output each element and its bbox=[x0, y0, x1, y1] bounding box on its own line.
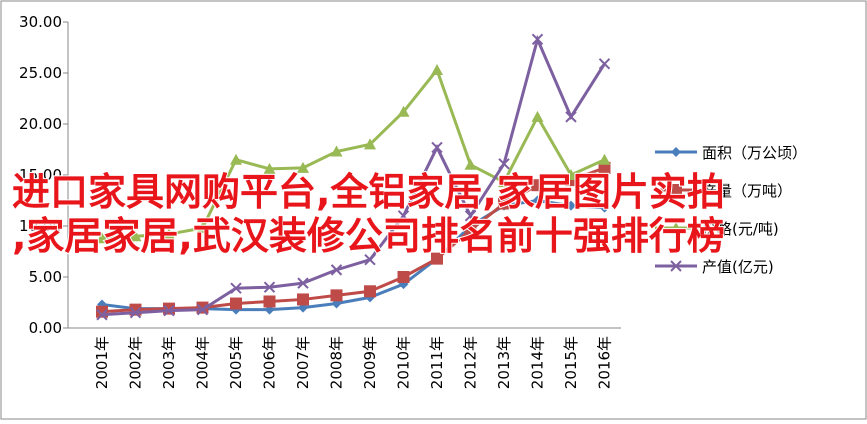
data-point bbox=[330, 289, 343, 302]
legend-label: 产值(亿元) bbox=[702, 258, 774, 276]
data-point bbox=[531, 110, 544, 122]
data-point bbox=[364, 253, 376, 266]
x-tick-label: 2014年 bbox=[529, 336, 547, 389]
data-point bbox=[129, 306, 142, 319]
y-tick-label: 25.00 bbox=[19, 64, 62, 82]
x-tick-label: 2006年 bbox=[261, 336, 279, 389]
y-tick-label: 20.00 bbox=[19, 115, 62, 133]
data-point bbox=[431, 63, 443, 75]
data-point bbox=[230, 153, 242, 165]
x-tick-label: 2013年 bbox=[495, 336, 513, 389]
x-tick-label: 2004年 bbox=[194, 336, 212, 389]
y-tick-label: 15.00 bbox=[19, 166, 62, 184]
series-line bbox=[101, 166, 606, 314]
legend-marker bbox=[671, 147, 681, 157]
data-point bbox=[263, 281, 276, 293]
overlay-text: 进口家具网购平台,全铝家居,家居图片实拍 bbox=[12, 170, 725, 214]
data-point bbox=[464, 158, 477, 170]
data-point bbox=[565, 111, 577, 123]
x-tick-label: 2011年 bbox=[428, 336, 446, 389]
data-point bbox=[431, 252, 443, 265]
data-point bbox=[598, 161, 611, 174]
data-point bbox=[531, 179, 544, 192]
data-point bbox=[297, 293, 309, 306]
data-point bbox=[330, 145, 343, 157]
data-point bbox=[464, 224, 477, 237]
x-tick-label: 2002年 bbox=[127, 336, 145, 389]
series-line bbox=[101, 34, 606, 317]
data-point bbox=[364, 138, 376, 150]
data-point bbox=[397, 210, 410, 222]
data-point bbox=[531, 33, 544, 46]
data-point bbox=[129, 230, 142, 242]
y-tick-label: 10.00 bbox=[19, 217, 62, 235]
data-point bbox=[263, 162, 276, 174]
x-tick-label: 2009年 bbox=[361, 336, 379, 389]
data-point bbox=[364, 285, 376, 298]
data-point bbox=[297, 161, 309, 173]
series-line bbox=[101, 66, 606, 240]
x-tick-label: 2012年 bbox=[462, 336, 480, 389]
data-point bbox=[498, 158, 510, 170]
data-point bbox=[163, 302, 175, 315]
y-tick-label: 5.00 bbox=[29, 268, 62, 286]
data-point bbox=[297, 277, 309, 289]
data-point bbox=[498, 176, 510, 188]
data-point bbox=[498, 197, 510, 210]
x-tick-label: 2005年 bbox=[227, 336, 245, 389]
data-point bbox=[96, 232, 108, 244]
data-point bbox=[431, 141, 443, 154]
data-point bbox=[230, 297, 242, 310]
y-tick-label: 0.00 bbox=[29, 319, 62, 337]
data-point bbox=[163, 304, 175, 317]
data-point bbox=[330, 264, 343, 276]
data-point bbox=[96, 309, 108, 321]
x-tick-label: 2001年 bbox=[93, 336, 111, 389]
x-tick-label: 2016年 bbox=[596, 336, 614, 389]
legend-marker bbox=[670, 260, 682, 272]
legend-label: 面积（万公顷） bbox=[702, 144, 807, 162]
data-point bbox=[263, 295, 276, 308]
x-tick-label: 2008年 bbox=[328, 336, 346, 389]
data-point bbox=[196, 222, 209, 234]
data-point bbox=[196, 303, 209, 316]
legend-label: 产量（万吨） bbox=[702, 182, 792, 200]
data-point bbox=[163, 228, 175, 240]
data-point bbox=[598, 153, 611, 165]
x-tick-label: 2010年 bbox=[395, 336, 413, 389]
data-point bbox=[397, 271, 410, 283]
overlay-text: ,家居家居,武汉装修公司排名前十强排行榜 bbox=[12, 214, 725, 258]
data-point bbox=[230, 282, 242, 294]
data-point bbox=[566, 200, 576, 211]
legend-marker bbox=[670, 222, 682, 233]
data-point bbox=[599, 202, 610, 213]
data-point bbox=[397, 105, 410, 117]
y-tick-label: 30.00 bbox=[19, 13, 62, 31]
x-tick-label: 2015年 bbox=[562, 336, 580, 389]
legend-marker bbox=[670, 184, 682, 196]
x-tick-label: 2003年 bbox=[160, 336, 178, 389]
legend-label: 价格(元/吨) bbox=[702, 220, 779, 238]
data-point bbox=[598, 58, 611, 70]
x-tick-label: 2007年 bbox=[294, 336, 312, 389]
data-point bbox=[532, 195, 543, 206]
data-point bbox=[464, 210, 477, 222]
data-point bbox=[565, 169, 577, 180]
